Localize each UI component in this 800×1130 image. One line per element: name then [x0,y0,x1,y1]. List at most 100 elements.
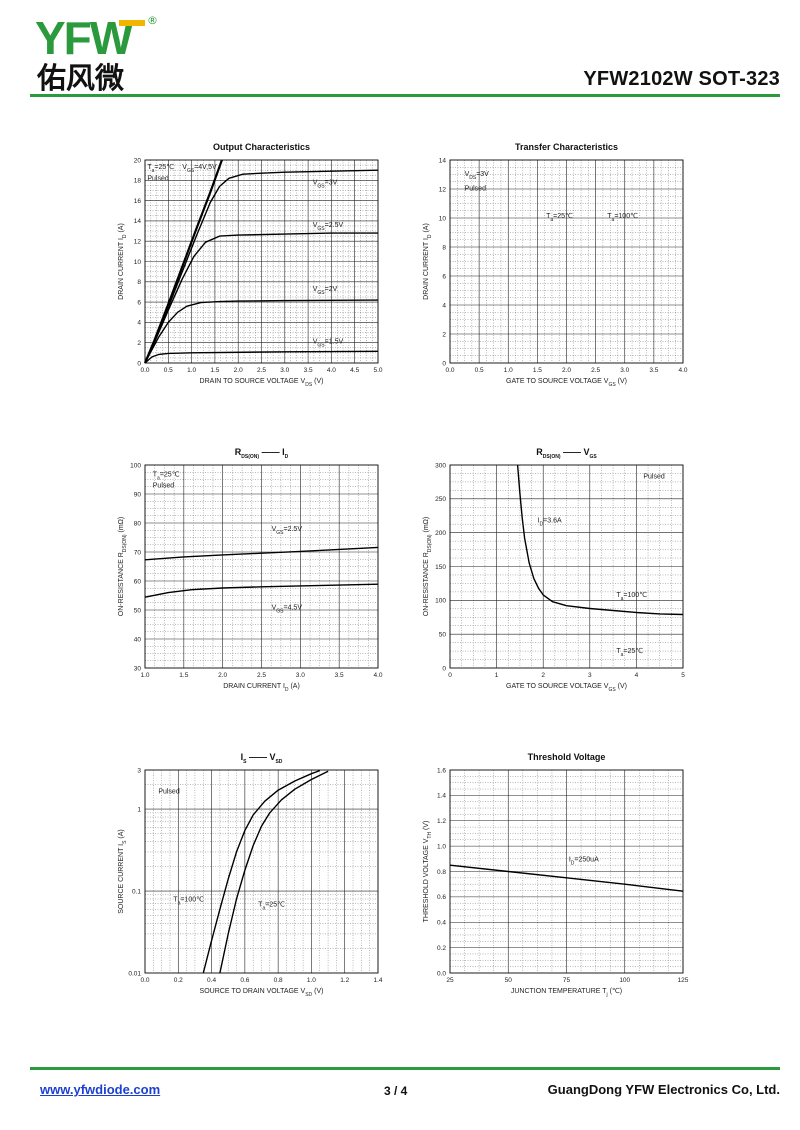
chart-title: RDS(ON) —— ID [235,447,289,460]
series-line [144,299,379,364]
x-axis-label: DRAIN CURRENT ID (A) [223,683,300,693]
chart-annotation: Ta=25℃ [616,648,643,658]
y-tick-label: 0.6 [437,894,446,901]
x-axis-label: GATE TO SOURCE VOLTAGE VGS (V) [506,683,627,693]
x-axis-label: SOURCE TO DRAIN VOLTAGE VSD (V) [200,988,324,998]
x-tick-label: 2.5 [257,367,266,374]
yfw-logo: YFW ® 佑风微 [35,12,158,95]
x-tick-label: 2.5 [257,672,266,679]
y-tick-label: 70 [134,549,142,556]
major-grid [449,769,684,974]
series-line [144,546,379,561]
chart-title: RDS(ON) —— VGS [536,447,597,460]
x-tick-label: 3.5 [649,367,658,374]
minor-grid [145,770,378,973]
chart-annotation: ID=250uA [569,856,599,866]
x-tick-label: 0.5 [164,367,173,374]
y-tick-label: 4 [137,320,141,327]
y-tick-label: 200 [435,530,446,537]
y-tick-label: 0.8 [437,869,446,876]
chart-annotation: VGS=4V,5V [182,164,217,174]
y-tick-label: 18 [134,178,142,185]
x-tick-label: 5.0 [373,367,382,374]
x-tick-label: 1 [495,672,499,679]
y-tick-label: 12 [134,239,142,246]
chart-title: IS —— VSD [241,752,283,765]
y-tick-label: 8 [137,279,141,286]
x-tick-label: 1.5 [210,367,219,374]
chart-rds-vs-id: RDS(ON) —— ID 1.0 1.5 2.0 2.5 3.0 3.5 4.0 30 40 50… [118,447,383,693]
chart-annotation: VGS=3V [313,179,338,189]
series-line [144,350,379,364]
chart-annotation: Ta=100℃ [173,896,204,906]
chart-annotation: Pulsed [643,474,665,481]
y-tick-label: 1.6 [437,767,446,774]
y-tick-label: 30 [134,665,142,672]
y-tick-label: 300 [435,462,446,469]
x-tick-label: 50 [505,977,513,984]
y-tick-label: 14 [439,157,447,164]
x-tick-label: 0 [448,672,452,679]
company-name: GuangDong YFW Electronics Co, Ltd. [547,1082,780,1097]
y-tick-label: 12 [439,186,447,193]
x-tick-label: 3 [588,672,592,679]
x-tick-label: 0.8 [274,977,283,984]
chart-title: Threshold Voltage [528,752,606,762]
y-tick-label: 80 [134,520,142,527]
y-tick-label: 1.0 [437,843,446,850]
chart-annotation: Pulsed [153,483,175,490]
y-tick-label: 2 [137,340,141,347]
y-tick-label: 0.4 [437,920,446,927]
x-tick-label: 2.5 [591,367,600,374]
y-tick-label: 40 [134,636,142,643]
plot-frame [144,159,379,364]
y-tick-label: 150 [435,564,446,571]
x-tick-label: 75 [563,977,571,984]
x-tick-label: 3.0 [296,672,305,679]
y-axis-label: ON-RESISTANCE RDS(ON) (mΩ) [423,517,433,617]
chart-annotation: Pulsed [147,175,169,182]
y-tick-label: 1 [137,806,141,813]
x-tick-label: 2.0 [234,367,243,374]
y-tick-label: 100 [435,598,446,605]
chart-output-characteristics: Output Characteristics 0.0 0.5 1.0 1.5 2.0 2.5… [118,142,383,388]
chart-annotation: Ta=25℃ [147,164,174,174]
plot-frame [449,464,684,669]
series-line [516,464,684,616]
chart-annotation: VGS=1.5V [313,339,344,349]
chart-annotation: VDS=3V [465,171,490,181]
y-tick-label: 0 [442,665,446,672]
y-tick-label: 20 [134,157,142,164]
y-tick-label: 1.2 [437,818,446,825]
y-tick-label: 100 [130,462,141,469]
y-tick-label: 0.2 [437,945,446,952]
page-number: 3 / 4 [384,1084,408,1098]
x-axis-label: GATE TO SOURCE VOLTAGE VGS (V) [506,378,627,388]
chart-annotation: Pulsed [158,789,180,796]
y-tick-label: 50 [134,607,142,614]
chart-annotation: Ta=25℃ [258,901,285,911]
x-tick-label: 0.4 [207,977,216,984]
y-tick-label: 16 [134,198,142,205]
x-tick-label: 1.0 [187,367,196,374]
chart-title: Output Characteristics [213,142,310,152]
y-tick-label: 50 [439,631,447,638]
header-rule [30,94,780,97]
y-axis-label: ON-RESISTANCE RDS(ON) (mΩ) [118,517,128,617]
chart-annotation: VGS=2.5V [313,222,344,232]
x-tick-label: 0.0 [445,367,454,374]
x-tick-label: 1.5 [533,367,542,374]
y-tick-label: 250 [435,496,446,503]
y-tick-label: 0 [137,360,141,367]
chart-annotation: Ta=25℃ [546,213,573,223]
logo-letters: YFW [35,12,134,64]
x-tick-label: 1.0 [307,977,316,984]
x-tick-label: 1.4 [373,977,382,984]
x-tick-label: 4.0 [678,367,687,374]
x-tick-label: 1.2 [340,977,349,984]
series-line [219,770,329,974]
website-link[interactable]: www.yfwdiode.com [40,1082,161,1097]
y-tick-label: 6 [137,299,141,306]
y-tick-label: 0.01 [128,970,141,977]
